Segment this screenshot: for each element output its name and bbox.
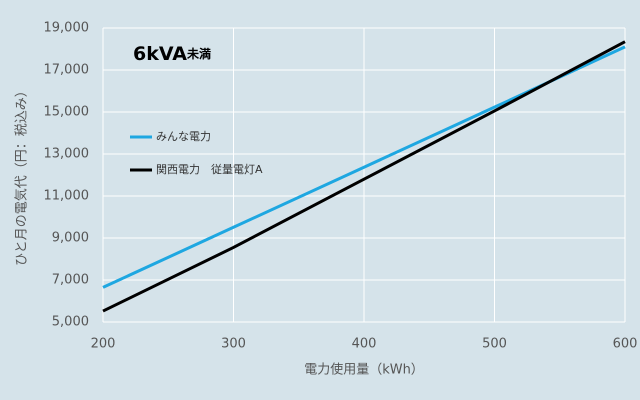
- title-note: 未満: [186, 46, 211, 61]
- y-tick-label: 9,000: [52, 231, 89, 246]
- legend-label: みんな電力: [156, 130, 211, 143]
- y-tick-label: 19,000: [44, 21, 90, 36]
- y-axis-label: ひと月の電気代（円：税込み）: [14, 84, 30, 266]
- y-tick-label: 15,000: [44, 105, 90, 120]
- series-line: [102, 40, 626, 313]
- x-axis-label: 電力使用量（kWh）: [304, 362, 424, 378]
- y-tick-label: 13,000: [44, 147, 90, 162]
- y-tick-label: 11,000: [44, 189, 90, 204]
- x-tick-label: 500: [482, 337, 507, 352]
- legend-label: 関西電力 従量電灯A: [156, 163, 263, 176]
- y-tick-label: 17,000: [44, 63, 90, 78]
- chart-title: 6kVA未満: [133, 43, 211, 65]
- x-tick-label: 200: [91, 337, 116, 352]
- y-tick-label: 7,000: [52, 273, 89, 288]
- x-tick-label: 600: [613, 337, 638, 352]
- y-tick-label: 5,000: [52, 315, 89, 330]
- x-tick-label: 300: [221, 337, 246, 352]
- x-tick-label: 400: [352, 337, 377, 352]
- title-main: 6kVA: [133, 43, 187, 65]
